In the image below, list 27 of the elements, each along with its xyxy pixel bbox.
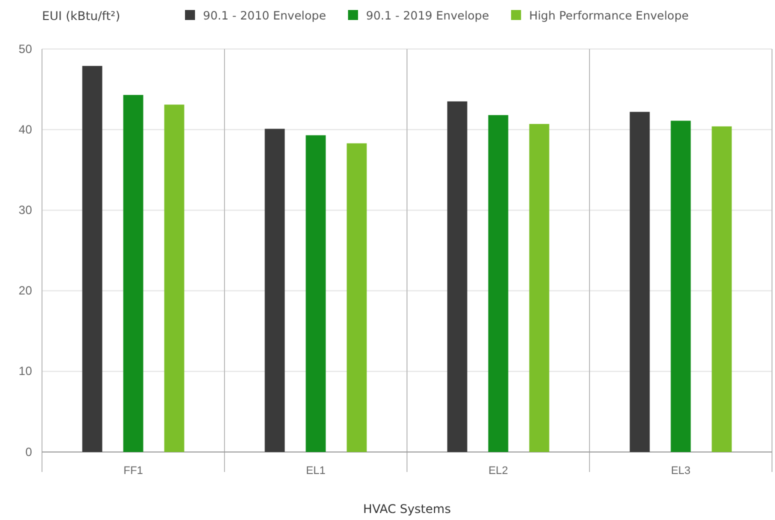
- x-axis-title: HVAC Systems: [363, 502, 451, 516]
- bar: [346, 143, 367, 452]
- legend-label: 90.1 - 2019 Envelope: [366, 8, 490, 22]
- bar: [488, 115, 508, 452]
- y-tick-label: 10: [18, 364, 32, 378]
- bar: [82, 66, 102, 452]
- x-tick-label: EL2: [488, 464, 508, 477]
- bar: [529, 124, 550, 452]
- bar: [630, 112, 650, 452]
- legend-label: High Performance Envelope: [529, 8, 689, 22]
- bar: [306, 135, 326, 452]
- bar: [164, 104, 184, 452]
- x-tick-label: EL1: [306, 464, 326, 477]
- y-axis-title: EUI (kBtu/ft²): [42, 9, 120, 23]
- y-tick-label: 50: [18, 42, 32, 56]
- legend-label: 90.1 - 2010 Envelope: [203, 8, 326, 22]
- bar: [670, 120, 691, 452]
- bar: [264, 128, 285, 452]
- y-tick-label: 0: [25, 444, 32, 459]
- y-tick-label: 20: [18, 284, 32, 298]
- bar: [123, 94, 144, 452]
- bar: [447, 101, 468, 452]
- y-tick-label: 40: [18, 122, 32, 136]
- x-tick-label: FF1: [123, 464, 144, 477]
- x-tick-label: EL3: [670, 464, 691, 477]
- y-tick-label: 30: [18, 203, 32, 218]
- bar: [712, 126, 732, 452]
